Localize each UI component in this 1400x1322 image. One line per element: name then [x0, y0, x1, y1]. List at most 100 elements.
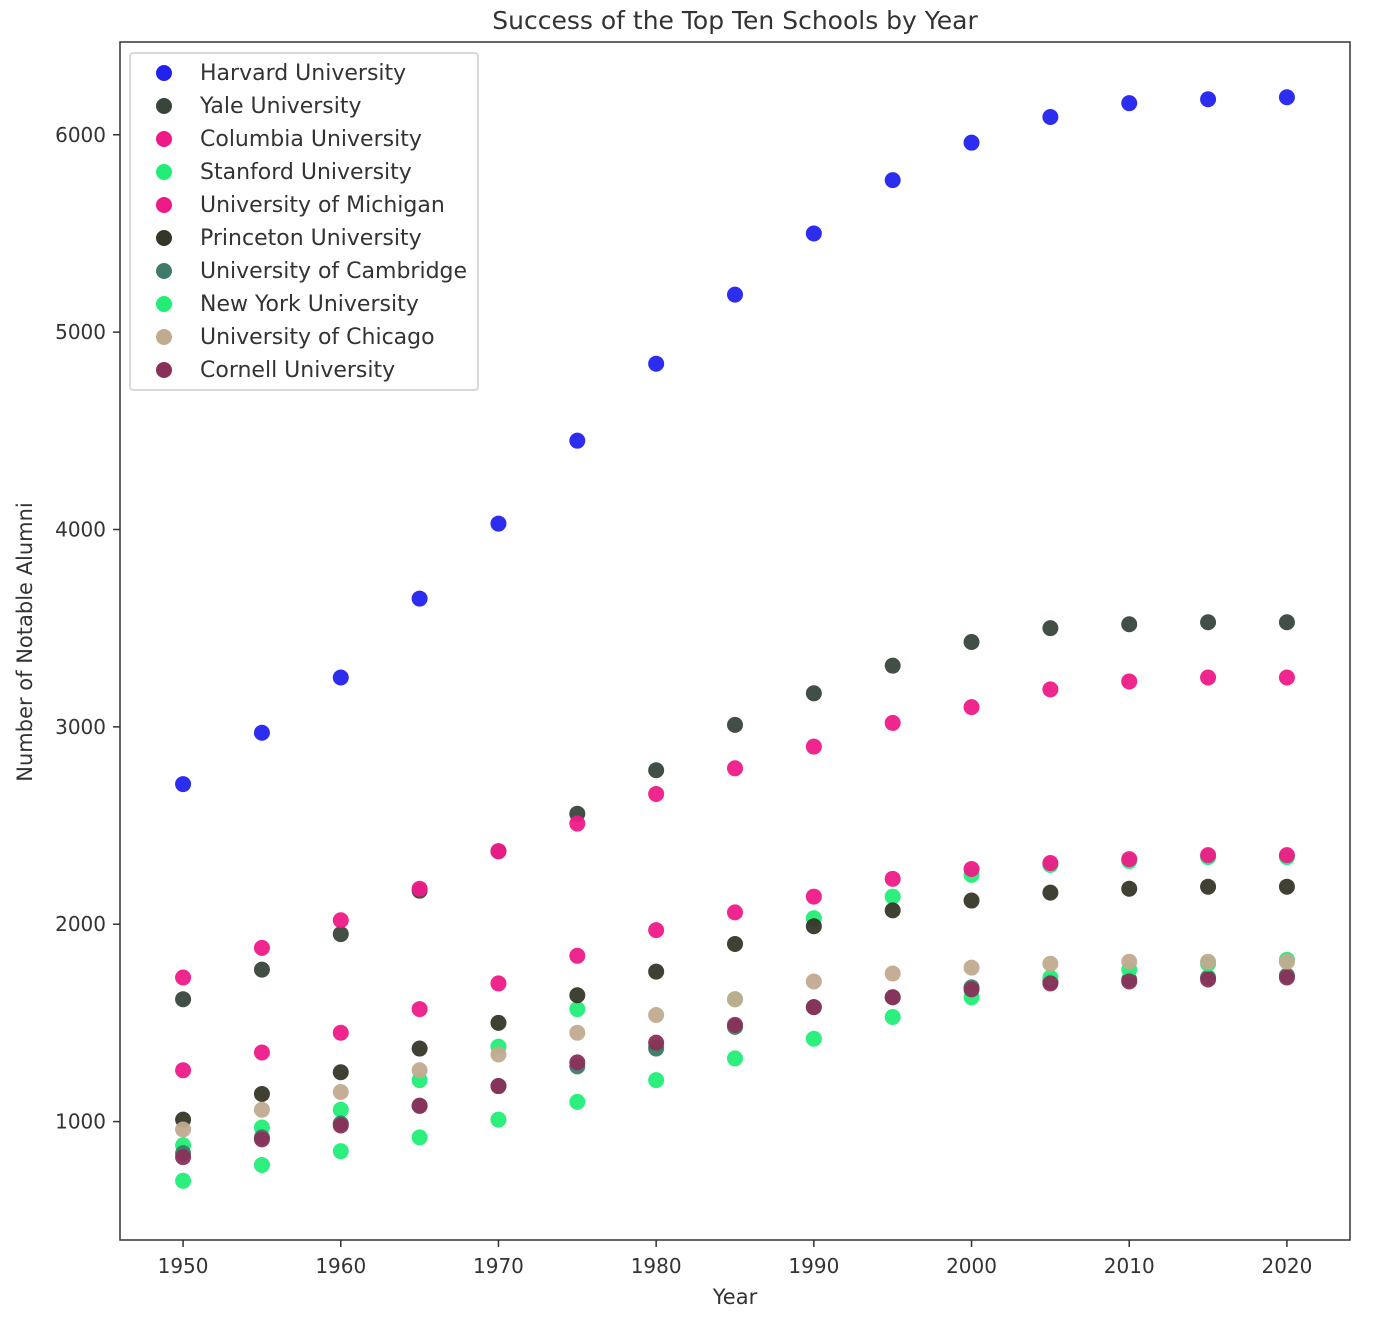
legend-label-university-of-cambridge: University of Cambridge	[200, 259, 467, 284]
y-tick-label: 6000	[55, 123, 106, 147]
point-university-of-michigan-1965	[411, 1001, 428, 1018]
point-princeton-university-2005	[1042, 884, 1059, 901]
point-harvard-university-2005	[1042, 108, 1059, 125]
data-points	[175, 89, 1295, 1189]
point-university-of-michigan-1950	[175, 1062, 192, 1079]
point-yale-university-1995	[884, 657, 901, 674]
point-columbia-university-1960	[332, 912, 349, 929]
point-new-york-university-1965	[411, 1129, 428, 1146]
point-university-of-michigan-2000	[963, 860, 980, 877]
point-yale-university-1955	[253, 961, 270, 978]
chart-title: Success of the Top Ten Schools by Year	[492, 6, 978, 35]
point-harvard-university-2020	[1278, 89, 1295, 106]
point-university-of-chicago-2005	[1042, 955, 1059, 972]
legend-label-princeton-university: Princeton University	[200, 226, 422, 251]
y-axis: 1000 2000 3000 4000 5000 6000	[55, 123, 120, 1134]
legend-marker-yale-university	[156, 98, 172, 114]
legend: Harvard University Yale University Columbi…	[129, 52, 479, 391]
y-tick-label: 1000	[55, 1110, 106, 1134]
y-tick-label: 5000	[55, 320, 106, 344]
point-university-of-chicago-1985	[727, 991, 743, 1008]
point-princeton-university-1955	[253, 1085, 270, 1102]
legend-marker-stanford-university	[156, 164, 172, 180]
point-harvard-university-2015	[1200, 91, 1217, 108]
x-tick-label: 2010	[1104, 1254, 1155, 1278]
point-university-of-michigan-1980	[648, 922, 665, 939]
point-cornell-university-2020	[1278, 969, 1295, 986]
point-princeton-university-2020	[1278, 878, 1295, 895]
point-columbia-university-1955	[253, 939, 270, 956]
point-university-of-chicago-2015	[1200, 953, 1217, 970]
point-harvard-university-1980	[648, 355, 665, 372]
point-harvard-university-1970	[490, 515, 507, 532]
point-yale-university-1950	[175, 991, 192, 1008]
legend-label-harvard-university: Harvard University	[200, 61, 406, 86]
point-university-of-chicago-1995	[884, 965, 901, 982]
point-cornell-university-1995	[884, 989, 901, 1006]
point-columbia-university-2005	[1042, 681, 1059, 698]
legend-label-university-of-chicago: University of Chicago	[200, 325, 435, 350]
point-columbia-university-1965	[411, 880, 428, 897]
point-yale-university-1985	[727, 716, 743, 733]
x-tick-label: 1960	[315, 1254, 366, 1278]
point-university-of-michigan-2005	[1042, 855, 1059, 872]
point-columbia-university-2020	[1278, 669, 1295, 686]
point-columbia-university-1995	[884, 714, 901, 731]
legend-label-university-of-michigan: University of Michigan	[200, 193, 445, 218]
point-stanford-university-1995	[884, 888, 901, 905]
point-columbia-university-1990	[805, 738, 822, 755]
point-princeton-university-2015	[1200, 878, 1217, 895]
y-tick-label: 3000	[55, 715, 106, 739]
legend-box	[129, 52, 479, 391]
legend-marker-columbia-university	[156, 131, 172, 147]
point-princeton-university-1995	[884, 902, 901, 919]
point-princeton-university-1980	[648, 963, 665, 980]
point-new-york-university-1960	[332, 1143, 349, 1160]
point-university-of-michigan-1990	[805, 888, 822, 905]
point-harvard-university-1965	[411, 590, 428, 607]
point-new-york-university-1990	[805, 1030, 822, 1047]
point-new-york-university-1980	[648, 1072, 665, 1089]
point-yale-university-2000	[963, 633, 980, 650]
point-columbia-university-1950	[175, 969, 192, 986]
legend-label-columbia-university: Columbia University	[200, 127, 422, 152]
point-columbia-university-2000	[963, 699, 980, 716]
legend-label-new-york-university: New York University	[200, 292, 419, 317]
point-new-york-university-1955	[253, 1157, 270, 1174]
point-new-york-university-1975	[569, 1093, 586, 1110]
point-yale-university-1960	[332, 926, 349, 943]
point-university-of-michigan-2020	[1278, 847, 1295, 864]
point-stanford-university-1960	[332, 1101, 349, 1118]
legend-marker-princeton-university	[156, 230, 172, 246]
point-university-of-michigan-1995	[884, 870, 901, 887]
point-princeton-university-2000	[963, 892, 980, 909]
point-new-york-university-1970	[490, 1111, 507, 1128]
point-university-of-michigan-1955	[253, 1044, 270, 1061]
legend-marker-new-york-university	[156, 296, 172, 312]
point-university-of-michigan-1970	[490, 975, 507, 992]
point-cornell-university-1955	[253, 1131, 270, 1148]
point-yale-university-2015	[1200, 614, 1217, 631]
legend-marker-harvard-university	[156, 65, 172, 81]
point-columbia-university-1980	[648, 785, 665, 802]
point-cornell-university-2000	[963, 981, 980, 998]
point-cornell-university-1950	[175, 1149, 192, 1166]
point-university-of-chicago-1970	[490, 1046, 507, 1063]
point-princeton-university-1975	[569, 987, 586, 1004]
point-harvard-university-2000	[963, 134, 980, 151]
legend-marker-university-of-chicago	[156, 329, 172, 345]
point-university-of-chicago-1955	[253, 1101, 270, 1118]
point-harvard-university-1975	[569, 432, 586, 449]
x-tick-label: 1980	[631, 1254, 682, 1278]
point-cornell-university-2005	[1042, 975, 1059, 992]
point-university-of-chicago-1980	[648, 1007, 665, 1024]
legend-marker-university-of-michigan	[156, 197, 172, 213]
point-university-of-chicago-1960	[332, 1083, 349, 1100]
legend-marker-cornell-university	[156, 362, 172, 378]
point-columbia-university-2015	[1200, 669, 1217, 686]
point-harvard-university-1950	[175, 776, 192, 793]
point-princeton-university-1990	[805, 918, 822, 935]
point-columbia-university-2010	[1121, 673, 1138, 690]
legend-label-stanford-university: Stanford University	[200, 160, 412, 185]
